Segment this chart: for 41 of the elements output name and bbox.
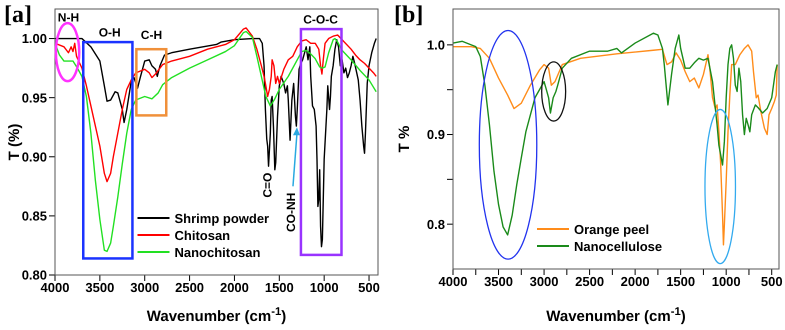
annotation: N-H xyxy=(58,10,80,24)
x-axis-title: Wavenumber (cm$^{-1}$) xyxy=(546,306,686,325)
x-tick-label: 3500 xyxy=(85,280,114,296)
x-tick-label: 3000 xyxy=(130,280,160,296)
legend-label: Orange peel xyxy=(574,222,650,237)
x-axis-title: Wavenumber (cm$^{-1}$) xyxy=(146,306,286,325)
y-tick-label: 0.8 xyxy=(426,216,445,232)
x-tick-label: 500 xyxy=(358,280,380,296)
x-tick-label: 500 xyxy=(760,274,783,290)
x-tick-label: 2000 xyxy=(220,280,249,296)
x-tick-label: 1000 xyxy=(310,280,339,296)
x-tick-label: 2000 xyxy=(620,274,650,290)
legend-label: Nanocellulose xyxy=(574,239,662,254)
y-tick-label: 0.95 xyxy=(22,90,47,106)
annotation: C=O xyxy=(260,172,275,198)
chart-title: [b] xyxy=(394,2,424,28)
x-tick-label: 3500 xyxy=(484,274,513,290)
x-tick-label: 1500 xyxy=(666,274,696,290)
y-axis-title: T (%) xyxy=(6,124,22,160)
y-tick-label: 0.80 xyxy=(22,268,47,283)
y-tick-label: 0.85 xyxy=(22,208,47,224)
legend-label: Nanochitosan xyxy=(174,245,261,260)
annotation: C-O-C xyxy=(303,12,338,27)
x-tick-label: 3000 xyxy=(530,274,559,290)
y-tick-label: 0.90 xyxy=(22,149,47,164)
y-tick-label: 1.0 xyxy=(426,37,445,52)
annotation: CO-NH xyxy=(284,192,298,232)
x-tick-label: 2500 xyxy=(575,274,604,290)
annotation: C-H xyxy=(140,28,162,42)
y-axis-title: T % xyxy=(396,126,412,152)
annotation: O-H xyxy=(98,26,121,40)
x-tick-label: 4000 xyxy=(438,274,468,290)
x-tick-label: 1000 xyxy=(712,274,741,290)
y-tick-label: 0.9 xyxy=(426,127,445,142)
legend-label: Shrimp powder xyxy=(174,211,270,226)
x-tick-label: 1500 xyxy=(264,280,294,296)
x-tick-label: 4000 xyxy=(40,280,70,296)
legend-label: Chitosan xyxy=(174,228,230,243)
y-tick-label: 1.00 xyxy=(22,31,47,46)
chart-title: [a] xyxy=(4,2,32,28)
x-tick-label: 2500 xyxy=(175,280,204,296)
